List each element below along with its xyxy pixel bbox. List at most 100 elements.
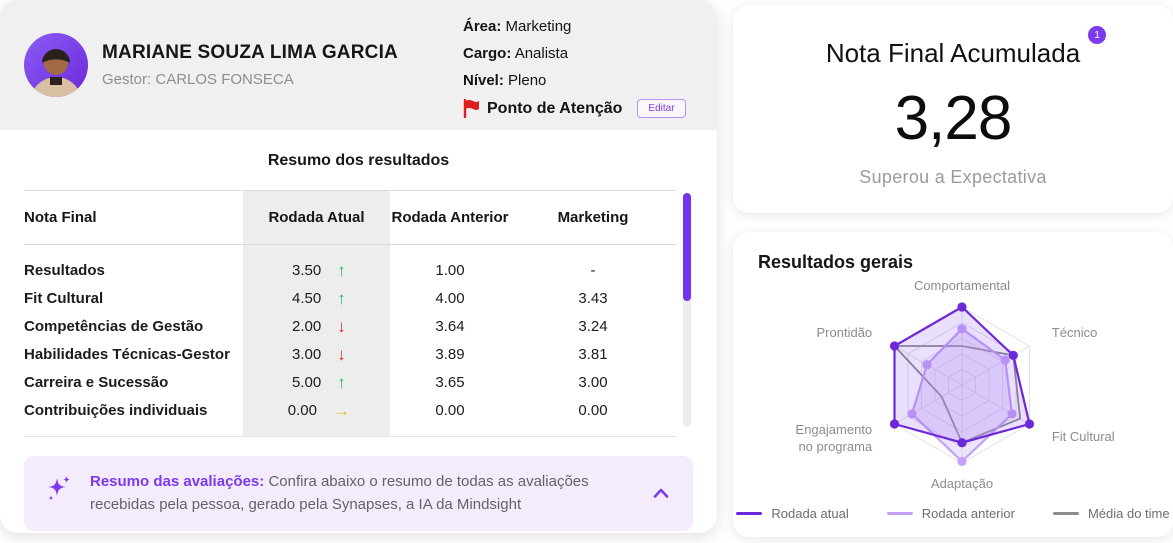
cell-rodada-anterior: 3.89 (435, 346, 465, 363)
svg-text:Fit Cultural: Fit Cultural (1052, 429, 1115, 444)
radar-chart-svg: Comportamental Técnico Fit Cultural Adaptaç… (796, 278, 1115, 491)
table-row: Fit Cultural 4.50 ↑ 4.00 3.43 (24, 284, 676, 313)
general-results-card: Resultados gerais Comportamental Técnico F… (733, 232, 1173, 537)
cell-rodada-atual: 3.50 ↑ (243, 256, 390, 285)
chevron-up-icon[interactable] (649, 481, 673, 507)
col-header-marketing: Marketing (510, 190, 676, 245)
table-header-row: Nota Final Rodada Atual Rodada Anterior … (24, 190, 676, 245)
cell-rodada-anterior: 3.64 (435, 318, 465, 335)
ai-banner-body: Confira abaixo o resumo de todas as aval… (90, 473, 589, 513)
svg-text:no programa: no programa (798, 439, 872, 454)
cell-rodada-atual: 3.00 ↓ (243, 340, 390, 369)
current-value: 3.50 (292, 262, 322, 279)
results-table: Nota Final Rodada Atual Rodada Anterior … (24, 190, 676, 437)
svg-text:Comportamental: Comportamental (914, 278, 1010, 293)
legend-item-média-do-time[interactable]: Média do time (1052, 506, 1170, 521)
ai-summary-banner: Resumo das avaliações: Confira abaixo o … (24, 456, 693, 531)
trend-down-icon: ↓ (337, 345, 346, 364)
cell-marketing: 3.43 (578, 290, 608, 307)
score-count-badge[interactable]: 1 (1088, 26, 1107, 44)
edit-button[interactable]: Editar (637, 99, 686, 118)
legend-label: Rodada anterior (921, 506, 1015, 521)
cell-rodada-anterior: 4.00 (435, 290, 465, 307)
table-row: Habilidades Técnicas-Gestor 3.00 ↓ 3.89 3.81 (24, 340, 676, 369)
svg-text:Adaptação: Adaptação (931, 476, 993, 491)
current-value: 5.00 (292, 374, 322, 391)
score-card-title: Nota Final Acumulada (825, 38, 1081, 68)
final-score-subtitle: Superou a Expectativa (859, 167, 1047, 187)
legend-item-rodada-anterior[interactable]: Rodada anterior (886, 506, 1015, 521)
info-area: Área: Marketing (463, 18, 572, 35)
legend-label: Média do time (1087, 506, 1170, 521)
row-label: Competências de Gestão (24, 318, 204, 335)
current-value: 2.00 (292, 318, 322, 335)
current-value: 4.50 (292, 290, 322, 307)
profile-info: Área: Marketing Cargo: Analista Nível: P… (463, 12, 693, 118)
table-row: Competências de Gestão 2.00 ↓ 3.64 3.24 (24, 312, 676, 341)
col-header-rodada-atual: Rodada Atual (243, 190, 390, 245)
flag-icon (463, 99, 479, 118)
legend-swatch (886, 512, 913, 515)
row-label: Resultados (24, 262, 105, 279)
cell-rodada-atual: 2.00 ↓ (243, 312, 390, 341)
legend-swatch (736, 512, 763, 515)
employee-results-card: MARIANE SOUZA LIMA GARCIA Gestor: CARLOS… (0, 0, 717, 533)
attention-flag-label: Ponto de Atenção (487, 99, 623, 117)
legend-label: Rodada atual (771, 506, 849, 521)
svg-text:Engajamento: Engajamento (796, 422, 873, 437)
manager-name: CARLOS FONSECA (155, 71, 294, 88)
cell-rodada-atual: 4.50 ↑ (243, 284, 390, 313)
trend-up-icon: ↑ (337, 289, 346, 308)
table-row: Carreira e Sucessão 5.00 ↑ 3.65 3.00 (24, 368, 676, 397)
cell-marketing: - (590, 262, 596, 279)
cell-marketing: 3.81 (578, 346, 608, 363)
cell-marketing: 3.00 (578, 374, 608, 391)
table-spacer (24, 424, 676, 437)
svg-text:Técnico: Técnico (1052, 325, 1098, 340)
profile-header: MARIANE SOUZA LIMA GARCIA Gestor: CARLOS… (0, 0, 717, 130)
table-scrollbar-thumb[interactable] (683, 193, 691, 301)
table-row: Contribuições individuais 0.00 → 0.00 0.00 (24, 396, 676, 425)
cell-rodada-anterior: 1.00 (435, 262, 465, 279)
manager-label: Gestor: (102, 71, 152, 88)
ai-banner-text: Resumo das avaliações: Confira abaixo o … (90, 471, 633, 516)
info-nivel: Nível: Pleno (463, 72, 547, 89)
legend-item-rodada-atual[interactable]: Rodada atual (736, 506, 849, 521)
col-header-nota-final: Nota Final (24, 190, 243, 245)
cell-rodada-anterior: 3.65 (435, 374, 465, 391)
row-label: Fit Cultural (24, 290, 104, 307)
table-scrollbar-track[interactable] (683, 193, 691, 427)
person-photo-icon (30, 49, 82, 97)
attention-flag-row: Ponto de Atenção Editar (463, 99, 693, 118)
current-value: 0.00 (287, 402, 317, 419)
final-score-card: Nota Final Acumulada 1 3,28 Superou a Ex… (733, 5, 1173, 213)
table-row: Resultados 3.50 ↑ 1.00 - (24, 256, 676, 285)
col-header-rodada-anterior: Rodada Anterior (390, 190, 510, 245)
svg-text:Prontidão: Prontidão (817, 325, 873, 340)
manager-line: Gestor: CARLOS FONSECA (102, 71, 463, 88)
cell-rodada-atual: 5.00 ↑ (243, 368, 390, 397)
results-table-title: Resumo dos resultados (267, 152, 450, 169)
trend-up-icon: ↑ (337, 261, 346, 280)
row-label: Contribuições individuais (24, 402, 208, 419)
table-spacer (24, 244, 676, 257)
trend-down-icon: ↓ (337, 317, 346, 336)
results-table-wrap: Nota Final Rodada Atual Rodada Anterior … (0, 190, 717, 437)
person-name: MARIANE SOUZA LIMA GARCIA (102, 42, 398, 63)
cell-marketing: 3.24 (578, 318, 608, 335)
trend-up-icon: ↑ (337, 373, 346, 392)
radar-legend: Rodada atual Rodada anterior Média do time (733, 506, 1173, 521)
radar-card-title: Resultados gerais (758, 252, 914, 272)
radar-series-Rodada atual (893, 305, 1031, 444)
cell-rodada-anterior: 0.00 (435, 402, 465, 419)
final-score-value: 3,28 (894, 84, 1013, 153)
avatar (24, 33, 88, 97)
trend-flat-icon: → (333, 401, 350, 420)
legend-swatch (1052, 512, 1079, 515)
info-cargo: Cargo: Analista (463, 45, 569, 62)
ai-banner-title: Resumo das avaliações: (90, 473, 265, 490)
current-value: 3.00 (292, 346, 322, 363)
cell-rodada-atual: 0.00 → (243, 396, 390, 425)
radar-chart: Comportamental Técnico Fit Cultural Adaptaç… (733, 268, 1173, 502)
row-label: Habilidades Técnicas-Gestor (24, 346, 230, 363)
